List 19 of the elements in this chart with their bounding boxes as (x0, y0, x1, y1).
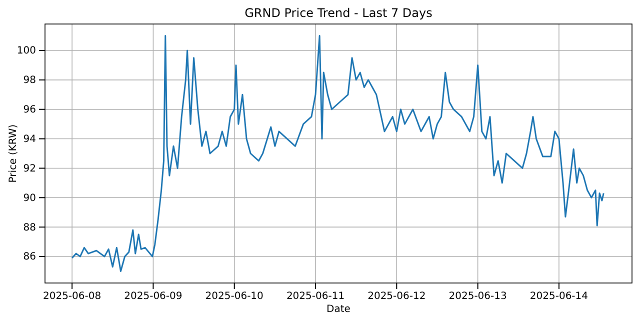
y-tick-label: 90 (23, 192, 36, 204)
y-tick-label: 88 (23, 222, 36, 234)
chart-title: GRND Price Trend - Last 7 Days (244, 6, 432, 20)
x-tick-label: 2025-06-10 (205, 291, 264, 302)
line-series (71, 35, 604, 272)
y-tick-label: 92 (23, 163, 36, 174)
y-axis-title: Price (KRW) (8, 124, 19, 183)
x-tick-label: 2025-06-08 (42, 291, 102, 302)
y-tick-label: 96 (23, 104, 36, 116)
y-tick-label: 86 (23, 252, 36, 263)
x-tick-label: 2025-06-14 (530, 291, 588, 302)
y-tick-label: 100 (16, 46, 36, 57)
x-tick-label: 2025-06-13 (448, 291, 507, 302)
y-tick-label: 98 (23, 75, 36, 86)
x-tick-label: 2025-06-11 (286, 291, 345, 302)
y-tick-label: 94 (23, 134, 36, 145)
x-tick-label: 2025-06-09 (124, 291, 182, 302)
x-axis-title: Date (326, 304, 350, 315)
x-tick-label: 2025-06-12 (368, 291, 426, 302)
